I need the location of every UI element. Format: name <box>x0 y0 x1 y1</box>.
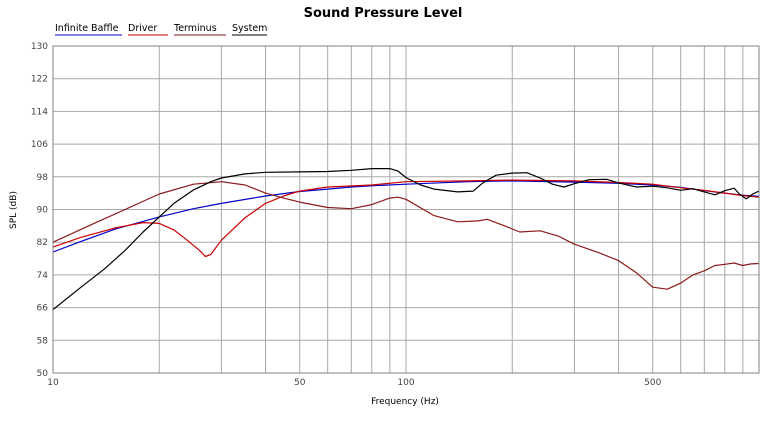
legend-label: Terminus <box>173 23 217 34</box>
series-line-system <box>52 168 760 311</box>
legend-label: Infinite Baffle <box>55 23 119 34</box>
y-tick-label: 66 <box>37 304 49 314</box>
legend-label: Driver <box>128 23 157 34</box>
y-tick-label: 130 <box>31 42 48 52</box>
chart-title: Sound Pressure Level <box>304 6 463 21</box>
y-tick-label: 98 <box>37 173 49 183</box>
y-tick-label: 74 <box>37 271 49 281</box>
y-tick-label: 58 <box>37 336 49 346</box>
plot-frame <box>52 45 760 374</box>
legend-label: System <box>232 23 267 34</box>
y-axis-label: SPL (dB) <box>9 191 19 229</box>
series-line-driver <box>52 179 760 258</box>
grid-lines <box>52 45 759 374</box>
y-tick-label: 106 <box>31 140 48 150</box>
x-tick-label: 10 <box>47 378 59 388</box>
y-tick-label: 114 <box>31 107 48 117</box>
x-axis-label: Frequency (Hz) <box>371 397 439 407</box>
y-tick-label: 122 <box>31 75 48 85</box>
y-tick-label: 50 <box>37 369 49 379</box>
x-tick-label: 500 <box>644 378 661 388</box>
x-tick-label: 50 <box>294 378 306 388</box>
y-tick-label: 82 <box>37 238 48 248</box>
series-lines <box>52 168 760 311</box>
x-tick-label: 100 <box>397 378 414 388</box>
y-tick-label: 90 <box>37 206 49 216</box>
series-line-terminus <box>52 181 760 290</box>
chart-legend: Infinite Baffle Driver Terminus System <box>55 23 267 36</box>
